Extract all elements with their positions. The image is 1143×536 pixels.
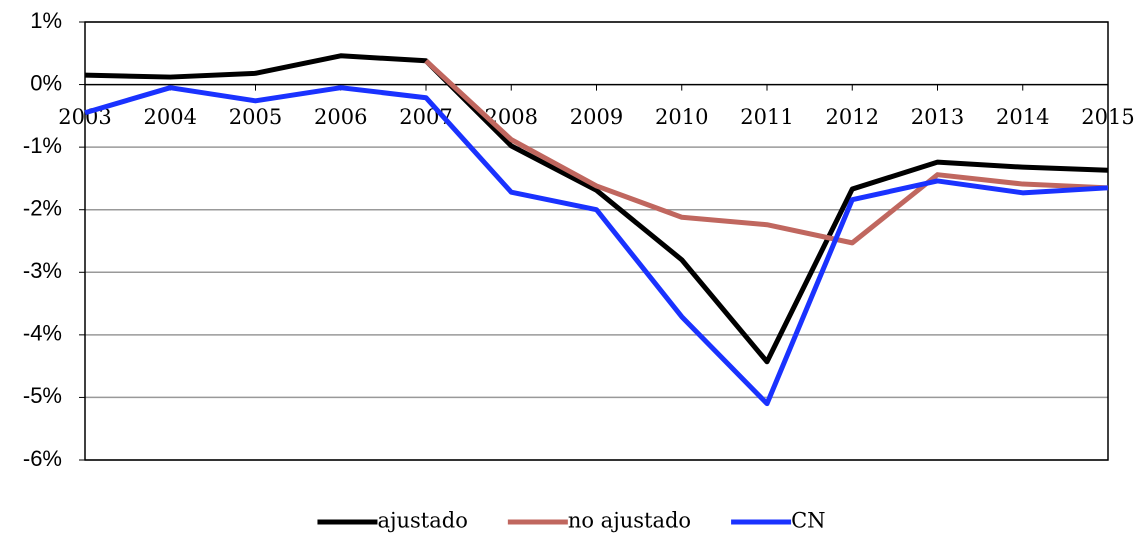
x-tick-label: 2004 — [144, 105, 197, 129]
x-tick-label: 2006 — [314, 105, 367, 129]
x-tick-label: 2010 — [655, 105, 708, 129]
y-tick-label: -2% — [23, 196, 62, 221]
y-tick-label: 1% — [30, 8, 62, 33]
x-tick-label: 2009 — [570, 105, 623, 129]
series-line — [84, 53, 1109, 365]
legend-label: no ajustado — [568, 509, 691, 533]
legend-label: ajustado — [377, 509, 467, 533]
series-line — [84, 85, 1109, 407]
x-tick-label: 2012 — [826, 105, 879, 129]
y-tick-label: -4% — [23, 321, 62, 346]
x-tick-label: 2011 — [740, 105, 793, 129]
y-tick-label: -1% — [23, 133, 62, 158]
y-tick-label: -5% — [23, 383, 62, 408]
x-tick-label: 2015 — [1081, 105, 1134, 129]
plot-border — [84, 21, 1109, 461]
x-tick-label: 2013 — [911, 105, 964, 129]
y-tick-label: -3% — [23, 258, 62, 283]
legend-label: CN — [791, 509, 825, 533]
x-tick-label: 2005 — [229, 105, 282, 129]
y-tick-label: -6% — [23, 446, 62, 471]
y-tick-label: 0% — [30, 70, 62, 95]
x-tick-label: 2014 — [996, 105, 1049, 129]
series-line — [424, 58, 1109, 246]
